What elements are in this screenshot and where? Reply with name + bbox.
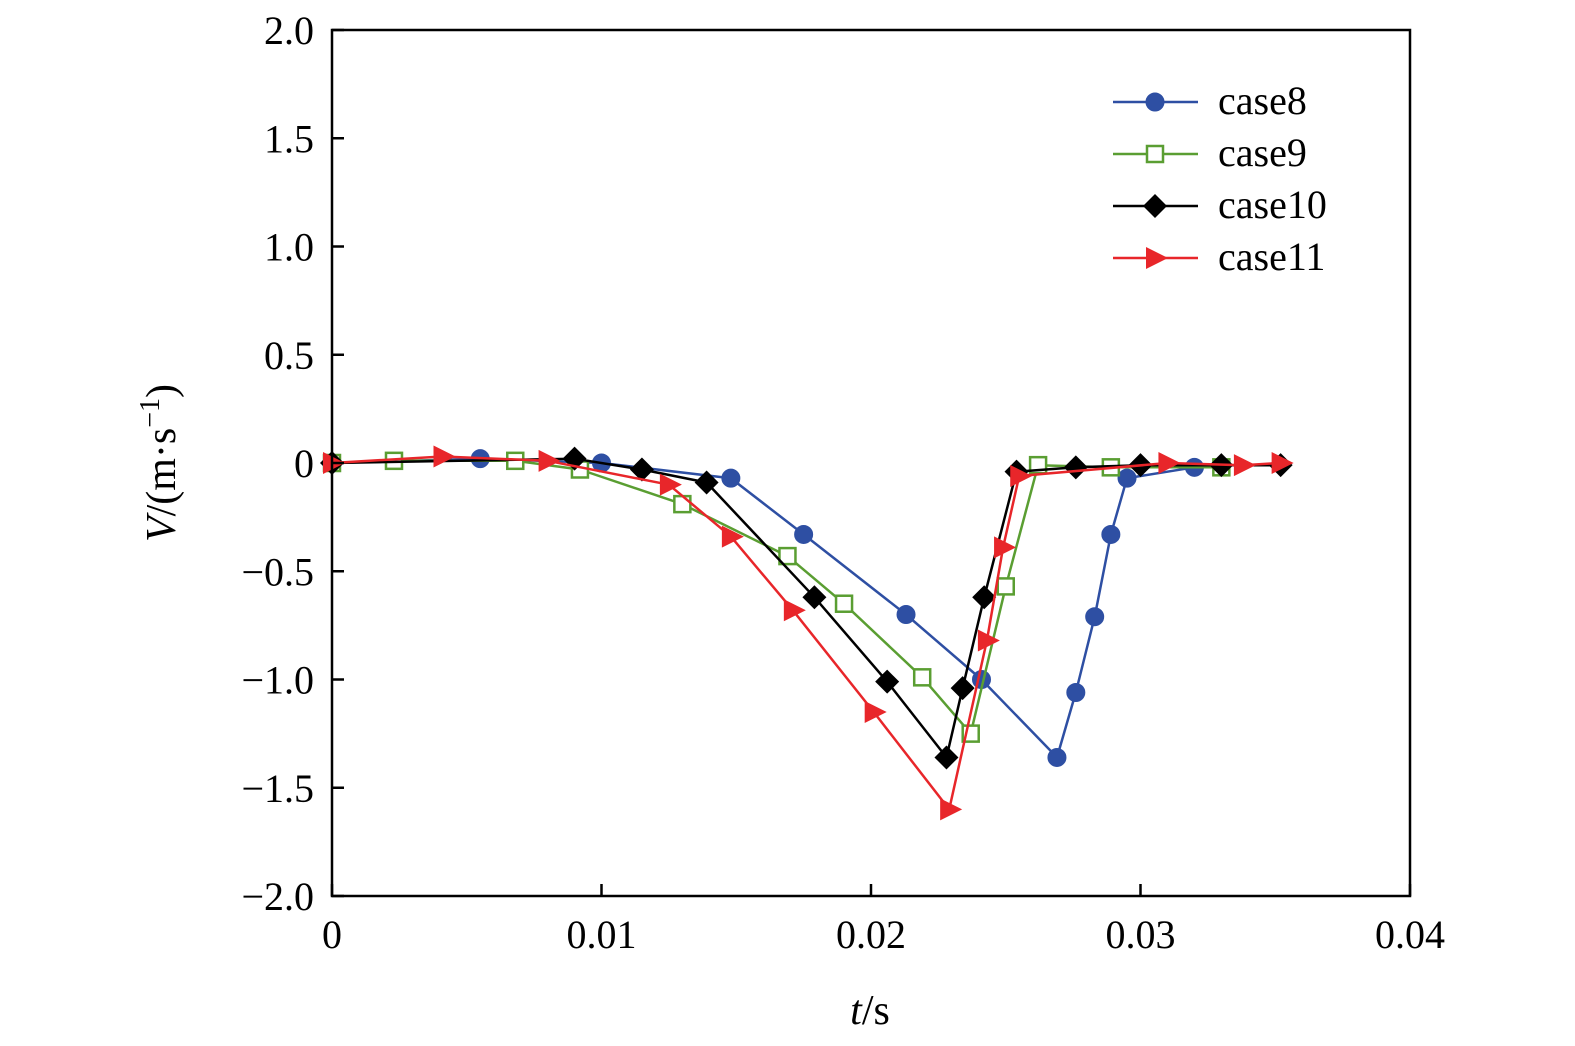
data-point-case11 (721, 525, 744, 548)
x-tick-label: 0 (322, 912, 342, 957)
legend-label: case10 (1218, 182, 1327, 227)
data-point-case10 (934, 745, 959, 770)
data-point-case10 (972, 585, 997, 610)
data-point-case8 (794, 524, 814, 544)
data-point-case11 (538, 449, 561, 472)
legend: case8 case9 case10 case11 (1113, 78, 1327, 279)
series-case10 (320, 446, 1293, 770)
legend-marker (1146, 247, 1168, 269)
y-axis: 2.0 1.5 1.0 0.5 0 −0.5 −1.0 −1.5 −2.0 (241, 8, 344, 919)
series-line-case10 (331, 457, 1281, 759)
plot-area (320, 445, 1294, 821)
y-tick-label: −1.5 (241, 766, 314, 811)
x-axis-label: t/s (850, 988, 890, 1034)
series-case11 (323, 445, 1294, 821)
data-point-case9 (778, 546, 797, 566)
y-tick-label: 0.5 (264, 333, 314, 378)
x-tick-label: 0.04 (1375, 912, 1445, 957)
series-case8 (322, 449, 1204, 767)
y-tick-label: 1.0 (264, 225, 314, 270)
data-point-case9 (996, 577, 1015, 596)
data-point-case9 (834, 594, 854, 613)
data-point-case11 (994, 536, 1017, 559)
data-point-case11 (1271, 452, 1294, 474)
data-point-case10 (694, 470, 719, 495)
data-point-case11 (659, 473, 682, 496)
legend-entry-case11: case11 (1113, 234, 1325, 279)
data-point-case11 (783, 599, 806, 622)
legend-entry-case10: case10 (1113, 182, 1327, 227)
data-point-case9 (912, 668, 932, 687)
series-line-case8 (331, 457, 1195, 759)
data-point-case10 (802, 585, 827, 610)
legend-entry-case8: case8 (1113, 78, 1307, 123)
series-line-case9 (331, 459, 1222, 735)
data-point-case8 (1047, 747, 1067, 767)
data-point-case8 (896, 605, 916, 625)
x-tick-label: 0.01 (567, 912, 637, 957)
data-point-case8 (1085, 607, 1105, 627)
data-point-case8 (1066, 682, 1086, 702)
series-line-case11 (331, 455, 1281, 811)
legend-marker (1145, 92, 1165, 112)
legend-label: case9 (1218, 130, 1307, 175)
y-tick-label: 2.0 (264, 8, 314, 53)
x-axis: 0 0.01 0.02 0.03 0.04 (322, 884, 1445, 957)
data-point-case11 (433, 445, 456, 468)
series-case9 (322, 451, 1231, 743)
data-point-case11 (1233, 454, 1256, 477)
y-tick-label: 0 (294, 441, 314, 486)
data-point-case11 (1010, 464, 1033, 487)
data-point-case8 (1101, 524, 1121, 544)
data-point-case10 (1063, 455, 1088, 480)
data-point-case10 (629, 457, 654, 482)
data-point-case10 (950, 676, 975, 701)
x-tick-label: 0.02 (836, 912, 906, 957)
legend-entry-case9: case9 (1113, 130, 1307, 175)
data-point-case11 (864, 700, 887, 723)
data-point-case8 (1117, 468, 1137, 488)
y-axis-label: V/(m·s−1) (135, 384, 185, 542)
x-tick-label: 0.03 (1106, 912, 1176, 957)
legend-label: case11 (1218, 234, 1325, 279)
data-point-case11 (977, 629, 1000, 652)
y-tick-label: 1.5 (264, 116, 314, 161)
data-point-case10 (875, 669, 900, 694)
data-point-case8 (721, 468, 741, 488)
y-tick-label: −2.0 (241, 874, 314, 919)
data-point-case11 (940, 798, 963, 821)
y-tick-label: −0.5 (241, 549, 314, 594)
legend-marker (1145, 144, 1165, 164)
data-point-case11 (1158, 452, 1181, 474)
data-point-case9 (673, 494, 692, 514)
legend-label: case8 (1218, 78, 1307, 123)
legend-marker (1143, 194, 1167, 218)
y-tick-label: −1.0 (241, 658, 314, 703)
